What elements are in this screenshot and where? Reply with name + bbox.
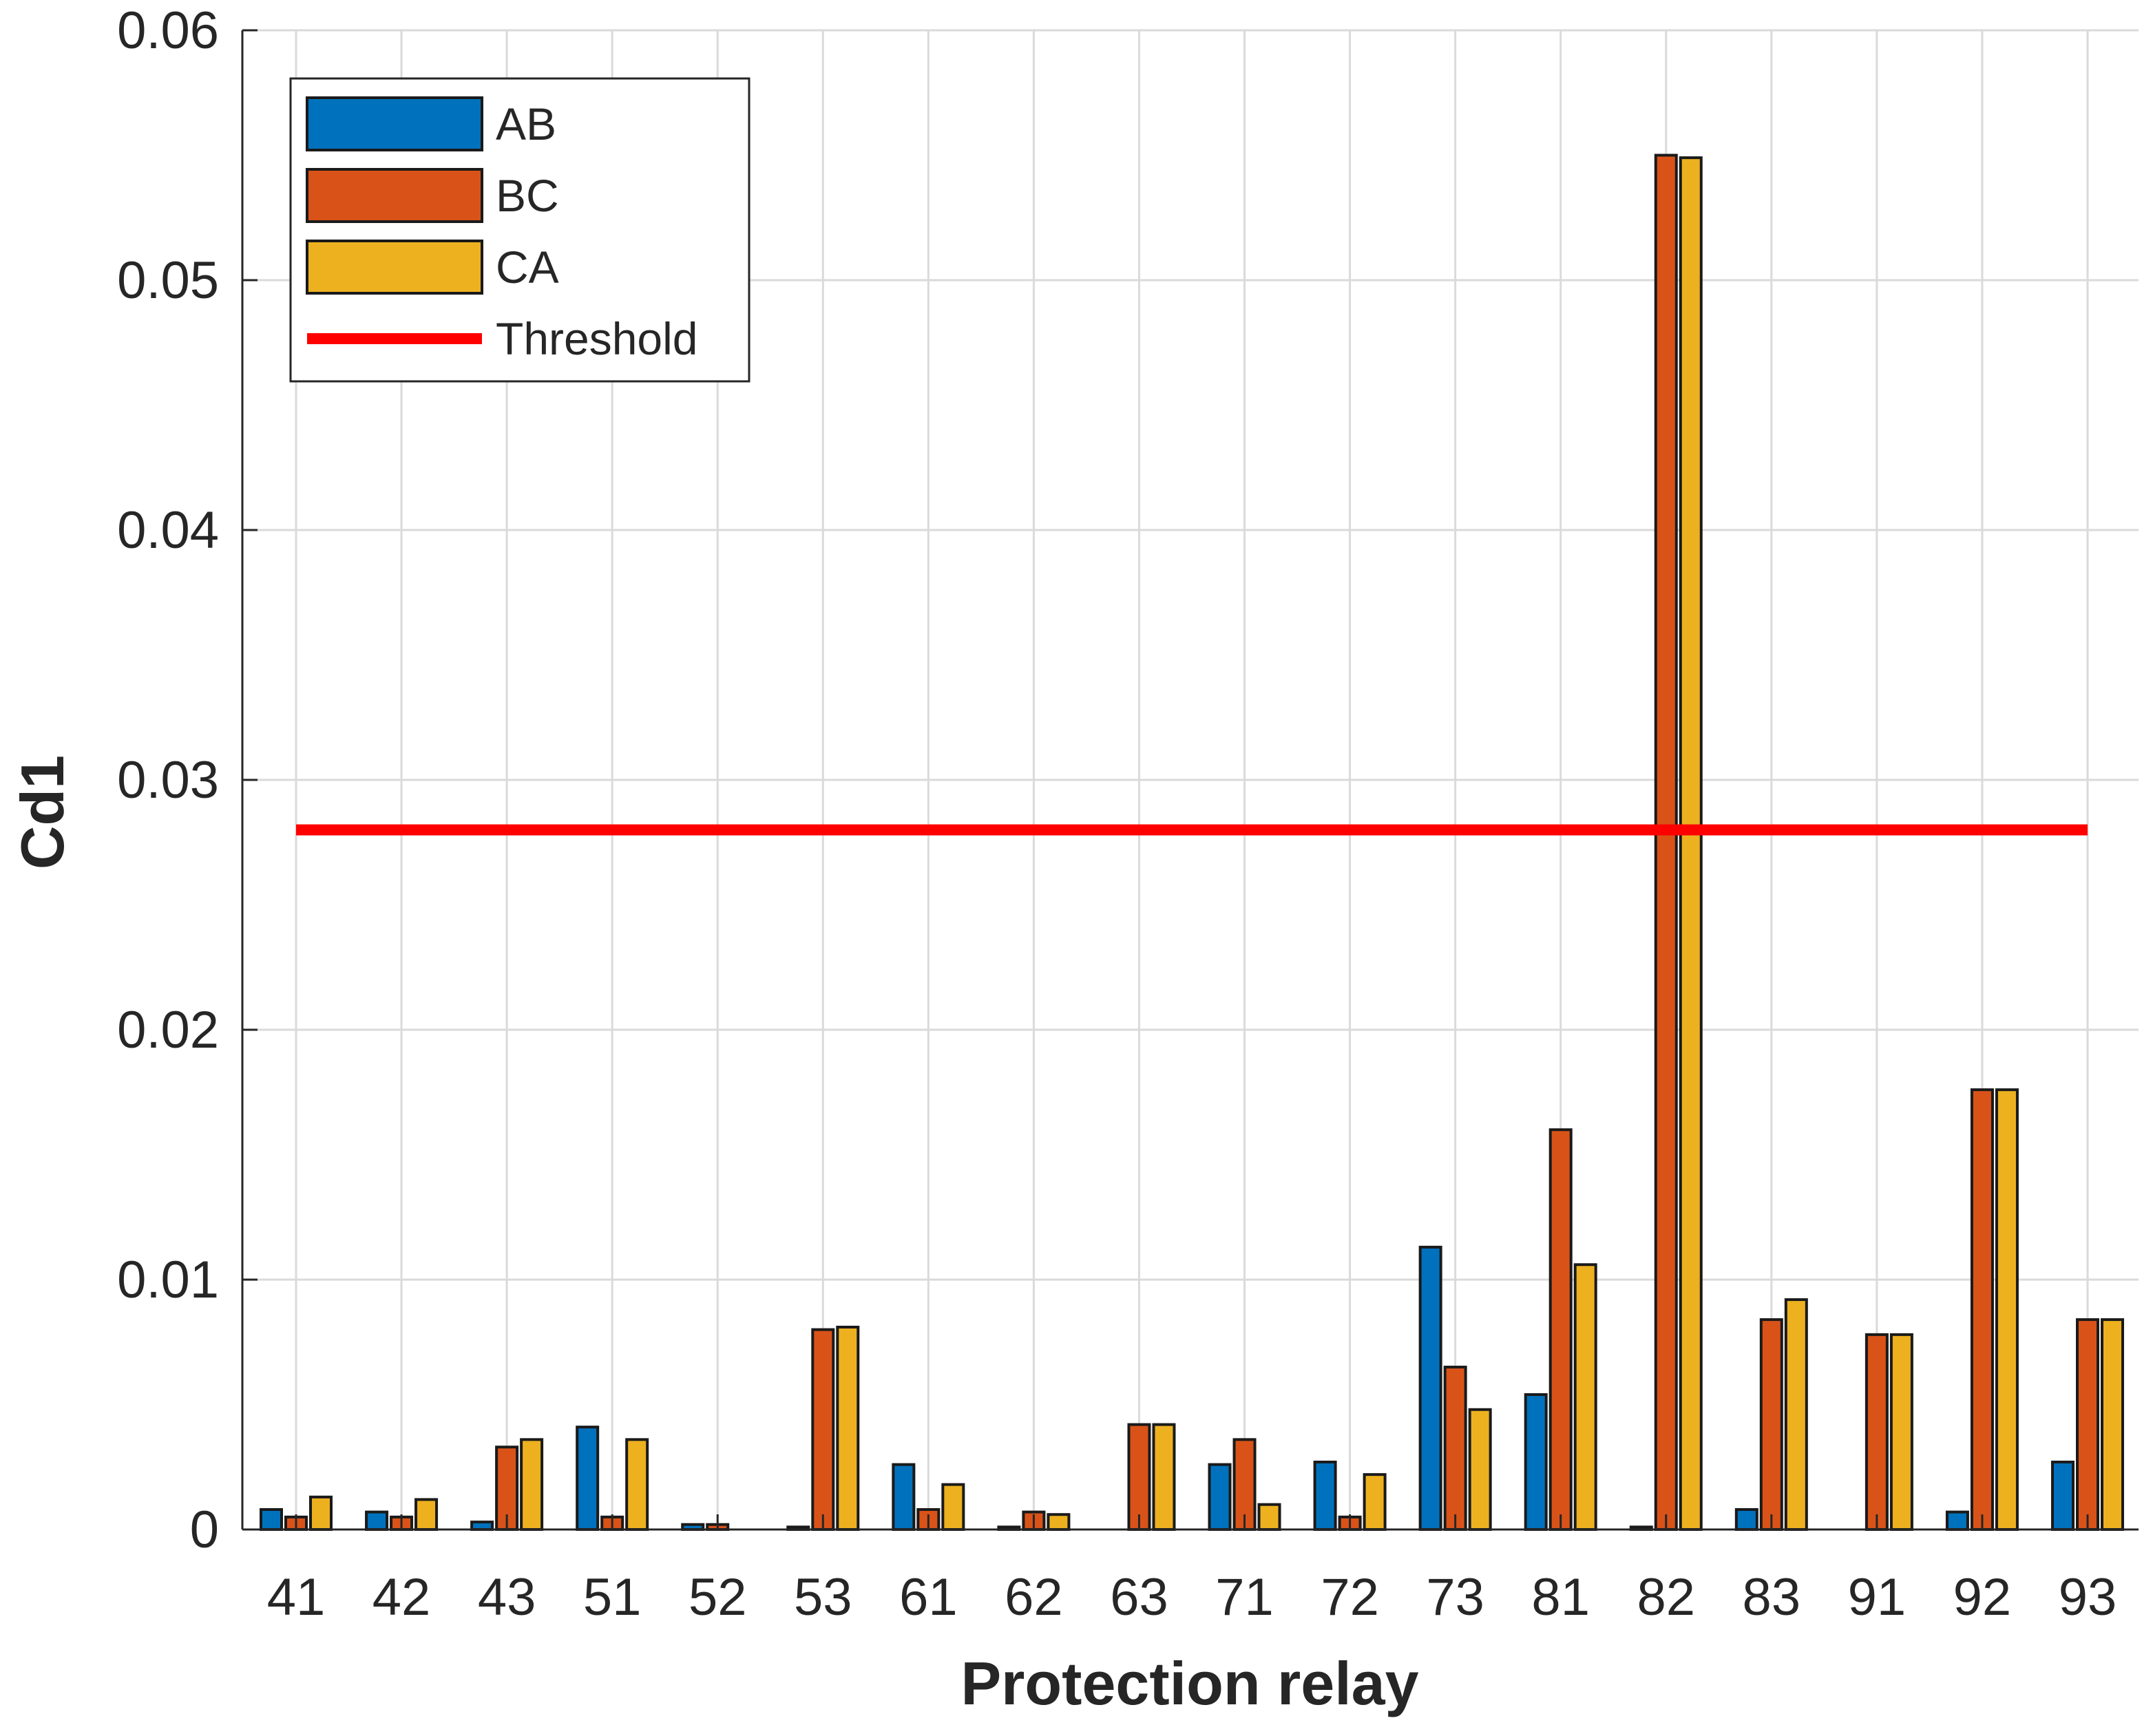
y-tick-label: 0.01 — [117, 1251, 219, 1309]
x-tick-label: 51 — [583, 1568, 642, 1627]
bar-ca-43 — [520, 1438, 544, 1532]
x-tick-label: 93 — [2059, 1568, 2117, 1627]
bar-bc-93 — [2076, 1318, 2099, 1531]
legend-swatch-ab — [306, 96, 483, 151]
x-tick-label: 73 — [1426, 1568, 1484, 1627]
x-tick-label: 92 — [1953, 1568, 2012, 1627]
bar-ca-41 — [309, 1495, 333, 1532]
bar-ca-81 — [1573, 1263, 1597, 1531]
bar-ab-61 — [892, 1463, 916, 1532]
bars — [260, 154, 2124, 1532]
y-tick-label: 0 — [190, 1501, 219, 1559]
bar-ca-63 — [1152, 1423, 1176, 1532]
x-tick-label: 53 — [794, 1568, 852, 1627]
bar-ab-41 — [260, 1507, 283, 1531]
bar-bc-91 — [1865, 1333, 1889, 1531]
y-tick-label: 0.06 — [117, 1, 219, 60]
y-tick-label: 0.05 — [117, 251, 219, 310]
legend-label-bc: BC — [496, 170, 559, 221]
bar-ab-71 — [1208, 1463, 1232, 1532]
legend-entries: AB BC CA Threshold — [306, 96, 698, 364]
x-tick-label: 82 — [1637, 1568, 1695, 1627]
bar-ca-93 — [2101, 1318, 2124, 1531]
x-tick-labels: 41 42 43 51 52 53 61 62 63 71 72 73 81 82 83 91 92 93 — [267, 1568, 2117, 1627]
bar-ca-72 — [1363, 1473, 1387, 1531]
y-tick-labels: 0 0.01 0.02 0.03 0.04 0.05 0.06 — [117, 1, 219, 1559]
x-tick-label: 81 — [1531, 1568, 1590, 1627]
bar-ca-53 — [836, 1325, 860, 1531]
x-tick-label: 71 — [1215, 1568, 1274, 1627]
legend-label-ca: CA — [496, 242, 559, 293]
bar-bc-81 — [1548, 1128, 1573, 1531]
bar-bc-92 — [1970, 1088, 1994, 1531]
x-tick-label: 43 — [478, 1568, 536, 1627]
x-tick-label: 72 — [1321, 1568, 1379, 1627]
bar-ca-83 — [1784, 1298, 1808, 1532]
bar-bc-82 — [1654, 154, 1678, 1531]
bar-ab-93 — [2051, 1460, 2075, 1531]
bar-ab-43 — [470, 1521, 494, 1532]
x-tick-label: 91 — [1848, 1568, 1907, 1627]
x-tick-label: 41 — [267, 1568, 326, 1627]
bar-ab-92 — [1945, 1510, 1969, 1532]
bar-ca-92 — [1995, 1088, 2019, 1531]
x-tick-label: 42 — [372, 1568, 431, 1627]
x-tick-label: 83 — [1743, 1568, 1801, 1627]
x-axis-title: Protection relay — [960, 1649, 1418, 1717]
bar-ab-83 — [1734, 1507, 1758, 1531]
bar-bc-83 — [1759, 1318, 1783, 1531]
legend-swatch-bc — [306, 168, 483, 223]
y-tick-label: 0.04 — [117, 501, 219, 560]
x-tick-label: 63 — [1110, 1568, 1168, 1627]
bar-ab-81 — [1524, 1393, 1548, 1531]
bar-ab-72 — [1313, 1460, 1337, 1531]
x-tick-label: 62 — [1005, 1568, 1063, 1627]
x-tick-label: 61 — [899, 1568, 958, 1627]
y-tick-label: 0.02 — [117, 1001, 219, 1059]
bar-ca-61 — [941, 1483, 965, 1531]
legend-label-threshold: Threshold — [496, 313, 698, 364]
bar-bc-63 — [1127, 1423, 1151, 1532]
axes — [241, 29, 2139, 1531]
bar-ca-62 — [1047, 1513, 1071, 1531]
bar-ca-73 — [1468, 1408, 1492, 1532]
bar-ab-42 — [365, 1510, 389, 1532]
x-tick-label: 52 — [689, 1568, 747, 1627]
bar-ca-82 — [1679, 156, 1703, 1531]
bar-ca-91 — [1889, 1333, 1913, 1531]
y-axis-title: Cd1 — [8, 755, 76, 869]
bar-ab-51 — [576, 1426, 600, 1531]
legend-swatch-ca — [306, 240, 483, 295]
bar-ca-51 — [625, 1438, 649, 1532]
legend-label-ab: AB — [496, 98, 556, 149]
y-tick-label: 0.03 — [117, 751, 219, 809]
legend: AB BC CA Threshold — [289, 77, 750, 383]
bar-bc-53 — [811, 1328, 835, 1531]
bar-ca-42 — [414, 1498, 439, 1531]
bar-ab-73 — [1418, 1245, 1442, 1532]
bar-bc-73 — [1443, 1366, 1467, 1532]
bar-ca-71 — [1257, 1503, 1281, 1531]
